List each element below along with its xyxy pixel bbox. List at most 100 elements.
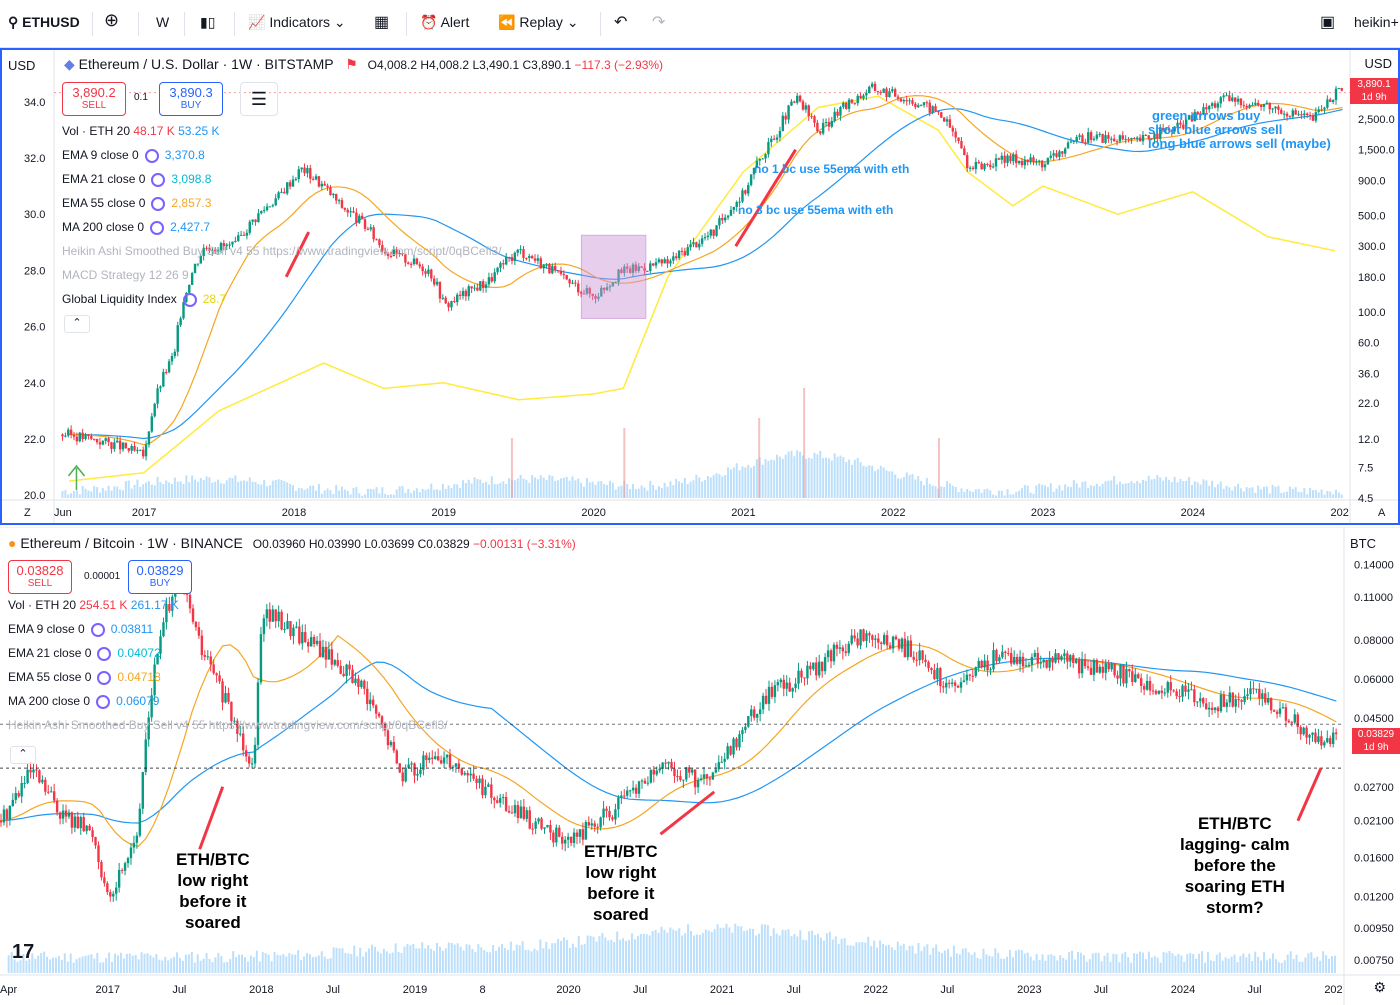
indicator-row[interactable]: EMA 9 close 0 3,370.8 — [62, 148, 205, 163]
sync-icon[interactable] — [97, 670, 112, 685]
indicator-row[interactable]: Vol · ETH 20 254.51 K 261.17 K — [8, 598, 179, 612]
candle-body — [84, 434, 87, 440]
sync-icon[interactable] — [150, 220, 165, 235]
indicators-button[interactable]: 📈 Indicators ⌄ — [248, 14, 346, 31]
alert-button[interactable]: ⏰ Alert — [420, 14, 469, 31]
candle-body — [436, 756, 440, 761]
layout-icon[interactable]: ▦ — [374, 14, 390, 31]
sync-icon[interactable] — [97, 646, 112, 661]
volume-bar — [489, 952, 492, 973]
undo-icon[interactable]: ↶ — [614, 14, 628, 31]
symbol-search[interactable]: ⚲ ETHUSD — [8, 14, 80, 31]
candle-body — [670, 762, 673, 769]
x-tick: 2017 — [132, 507, 156, 519]
sync-icon[interactable] — [182, 292, 197, 307]
indicator-row[interactable]: EMA 21 close 0 0.04072 — [8, 646, 161, 661]
layout-name[interactable]: heikin+ — [1354, 14, 1399, 30]
volume-bar — [521, 941, 524, 973]
candle-body — [812, 662, 815, 670]
candle-body — [1156, 133, 1159, 139]
candle-body — [404, 767, 407, 782]
order-panel-icon[interactable]: ☰ — [240, 82, 278, 116]
sync-icon[interactable] — [96, 694, 111, 709]
indicator-row[interactable]: MA 200 close 0 0.06079 — [8, 694, 159, 709]
candle-body — [1255, 688, 1258, 690]
candle-body — [144, 444, 148, 457]
indicator-row[interactable]: EMA 55 close 0 0.04718 — [8, 670, 161, 685]
volume-bar — [894, 474, 897, 498]
candle-body — [660, 259, 663, 264]
left-scale-currency[interactable]: USD — [8, 58, 36, 73]
ethbtc-chart[interactable]: 0.140000.110000.080000.060000.045000.027… — [0, 527, 1400, 1005]
sell-button[interactable]: 0.03828 SELL — [8, 560, 72, 594]
indicator-row[interactable]: Vol · ETH 20 48.17 K 53.25 K — [62, 124, 219, 138]
candle-body — [582, 293, 586, 295]
candle-body — [90, 435, 93, 439]
pane1-title[interactable]: Ethereum / U.S. Dollar · 1W · BITSTAMP — [78, 56, 334, 72]
candle-body — [1121, 135, 1125, 140]
chart-pane-ethbtc[interactable]: 0.14000 0.11000 0.08000 0.06000 0.04500 0.027… — [0, 527, 1400, 1005]
candle-body — [824, 122, 828, 124]
replay-button[interactable]: ⏪ Replay ⌄ — [498, 14, 579, 31]
candle-body — [1141, 134, 1145, 142]
volume-bar — [614, 489, 617, 498]
collapse-legend-icon[interactable]: ⌃ — [64, 315, 90, 333]
indicator-row[interactable]: Global Liquidity Index 28.7 — [62, 292, 226, 307]
volume-bar — [571, 943, 574, 973]
volume-bar — [226, 961, 229, 973]
interval-button[interactable]: W — [156, 14, 170, 30]
candle-body — [1086, 666, 1090, 668]
candle-body — [239, 733, 242, 735]
y-tick-right: 7.5 — [1358, 462, 1373, 474]
candle-body — [574, 282, 577, 284]
candle-body — [562, 273, 566, 276]
buy-button[interactable]: 0.03829 BUY — [128, 560, 192, 594]
sync-icon[interactable] — [90, 622, 105, 637]
candle-body — [26, 769, 29, 783]
candle-body — [1116, 675, 1119, 679]
indicator-row[interactable]: EMA 9 close 0 0.03811 — [8, 622, 153, 637]
chart-pane-ethusd[interactable]: 2,500.0 1,500.0 900.0 500.0 300.0 180.0 100.0 6… — [0, 48, 1400, 525]
candle-body — [442, 757, 446, 764]
candle-body — [295, 626, 298, 628]
plus-icon[interactable]: ⊕ — [104, 10, 120, 30]
candles-icon[interactable]: ▮▯ — [200, 14, 216, 30]
volume-bar — [585, 477, 588, 498]
auto-scale-icon: A — [1378, 507, 1386, 519]
candle-body — [784, 115, 787, 120]
volume-bar — [557, 480, 560, 498]
sell-button[interactable]: 3,890.2 SELL — [62, 82, 126, 116]
collapse-legend-icon[interactable]: ⌃ — [10, 746, 36, 764]
redo-icon[interactable]: ↷ — [652, 14, 666, 31]
candle-body — [605, 808, 608, 811]
right-scale-currency[interactable]: BTC — [1350, 536, 1376, 551]
volume-bar — [539, 939, 542, 973]
sync-icon[interactable] — [144, 148, 159, 163]
buy-button[interactable]: 3,890.3 BUY — [159, 82, 223, 116]
volume-bar — [1139, 483, 1142, 498]
candle-body — [1049, 155, 1052, 158]
tradingview-logo[interactable]: 17 — [12, 941, 35, 963]
indicator-row[interactable]: EMA 55 close 0 2,857.3 — [62, 196, 211, 211]
candle-body — [781, 115, 785, 131]
indicator-row[interactable]: MA 200 close 0 2,427.7 — [62, 220, 210, 235]
flag-icon[interactable]: ⚑ — [345, 56, 358, 72]
candle-body — [360, 680, 363, 688]
indicator-row[interactable]: MACD Strategy 12 26 9 — [62, 268, 189, 282]
volume-bar — [695, 474, 698, 498]
sync-icon[interactable] — [151, 196, 166, 211]
layout-icon[interactable]: ▣ — [1320, 14, 1336, 31]
ethusd-chart[interactable]: 2,500.01,500.0900.0500.0300.0180.0100.06… — [2, 50, 1398, 523]
volume-bar — [830, 460, 833, 498]
right-scale-currency[interactable]: USD — [1364, 56, 1392, 71]
sync-icon[interactable] — [151, 172, 166, 187]
indicator-row[interactable]: EMA 21 close 0 3,098.8 — [62, 172, 211, 187]
indicator-row[interactable]: Heikin Ashi Smoothed Buy Sell v4 55 http… — [62, 244, 502, 258]
volume-bar — [1069, 487, 1072, 498]
divider — [138, 12, 139, 36]
pane2-title[interactable]: Ethereum / Bitcoin · 1W · BINANCE — [20, 535, 243, 551]
gear-icon[interactable]: ⚙ — [1373, 979, 1386, 995]
indicator-row[interactable]: Heikin Ashi Smoothed Buy Sell v4 55 http… — [8, 718, 448, 732]
volume-bar — [105, 958, 108, 973]
candle-body — [200, 635, 204, 656]
